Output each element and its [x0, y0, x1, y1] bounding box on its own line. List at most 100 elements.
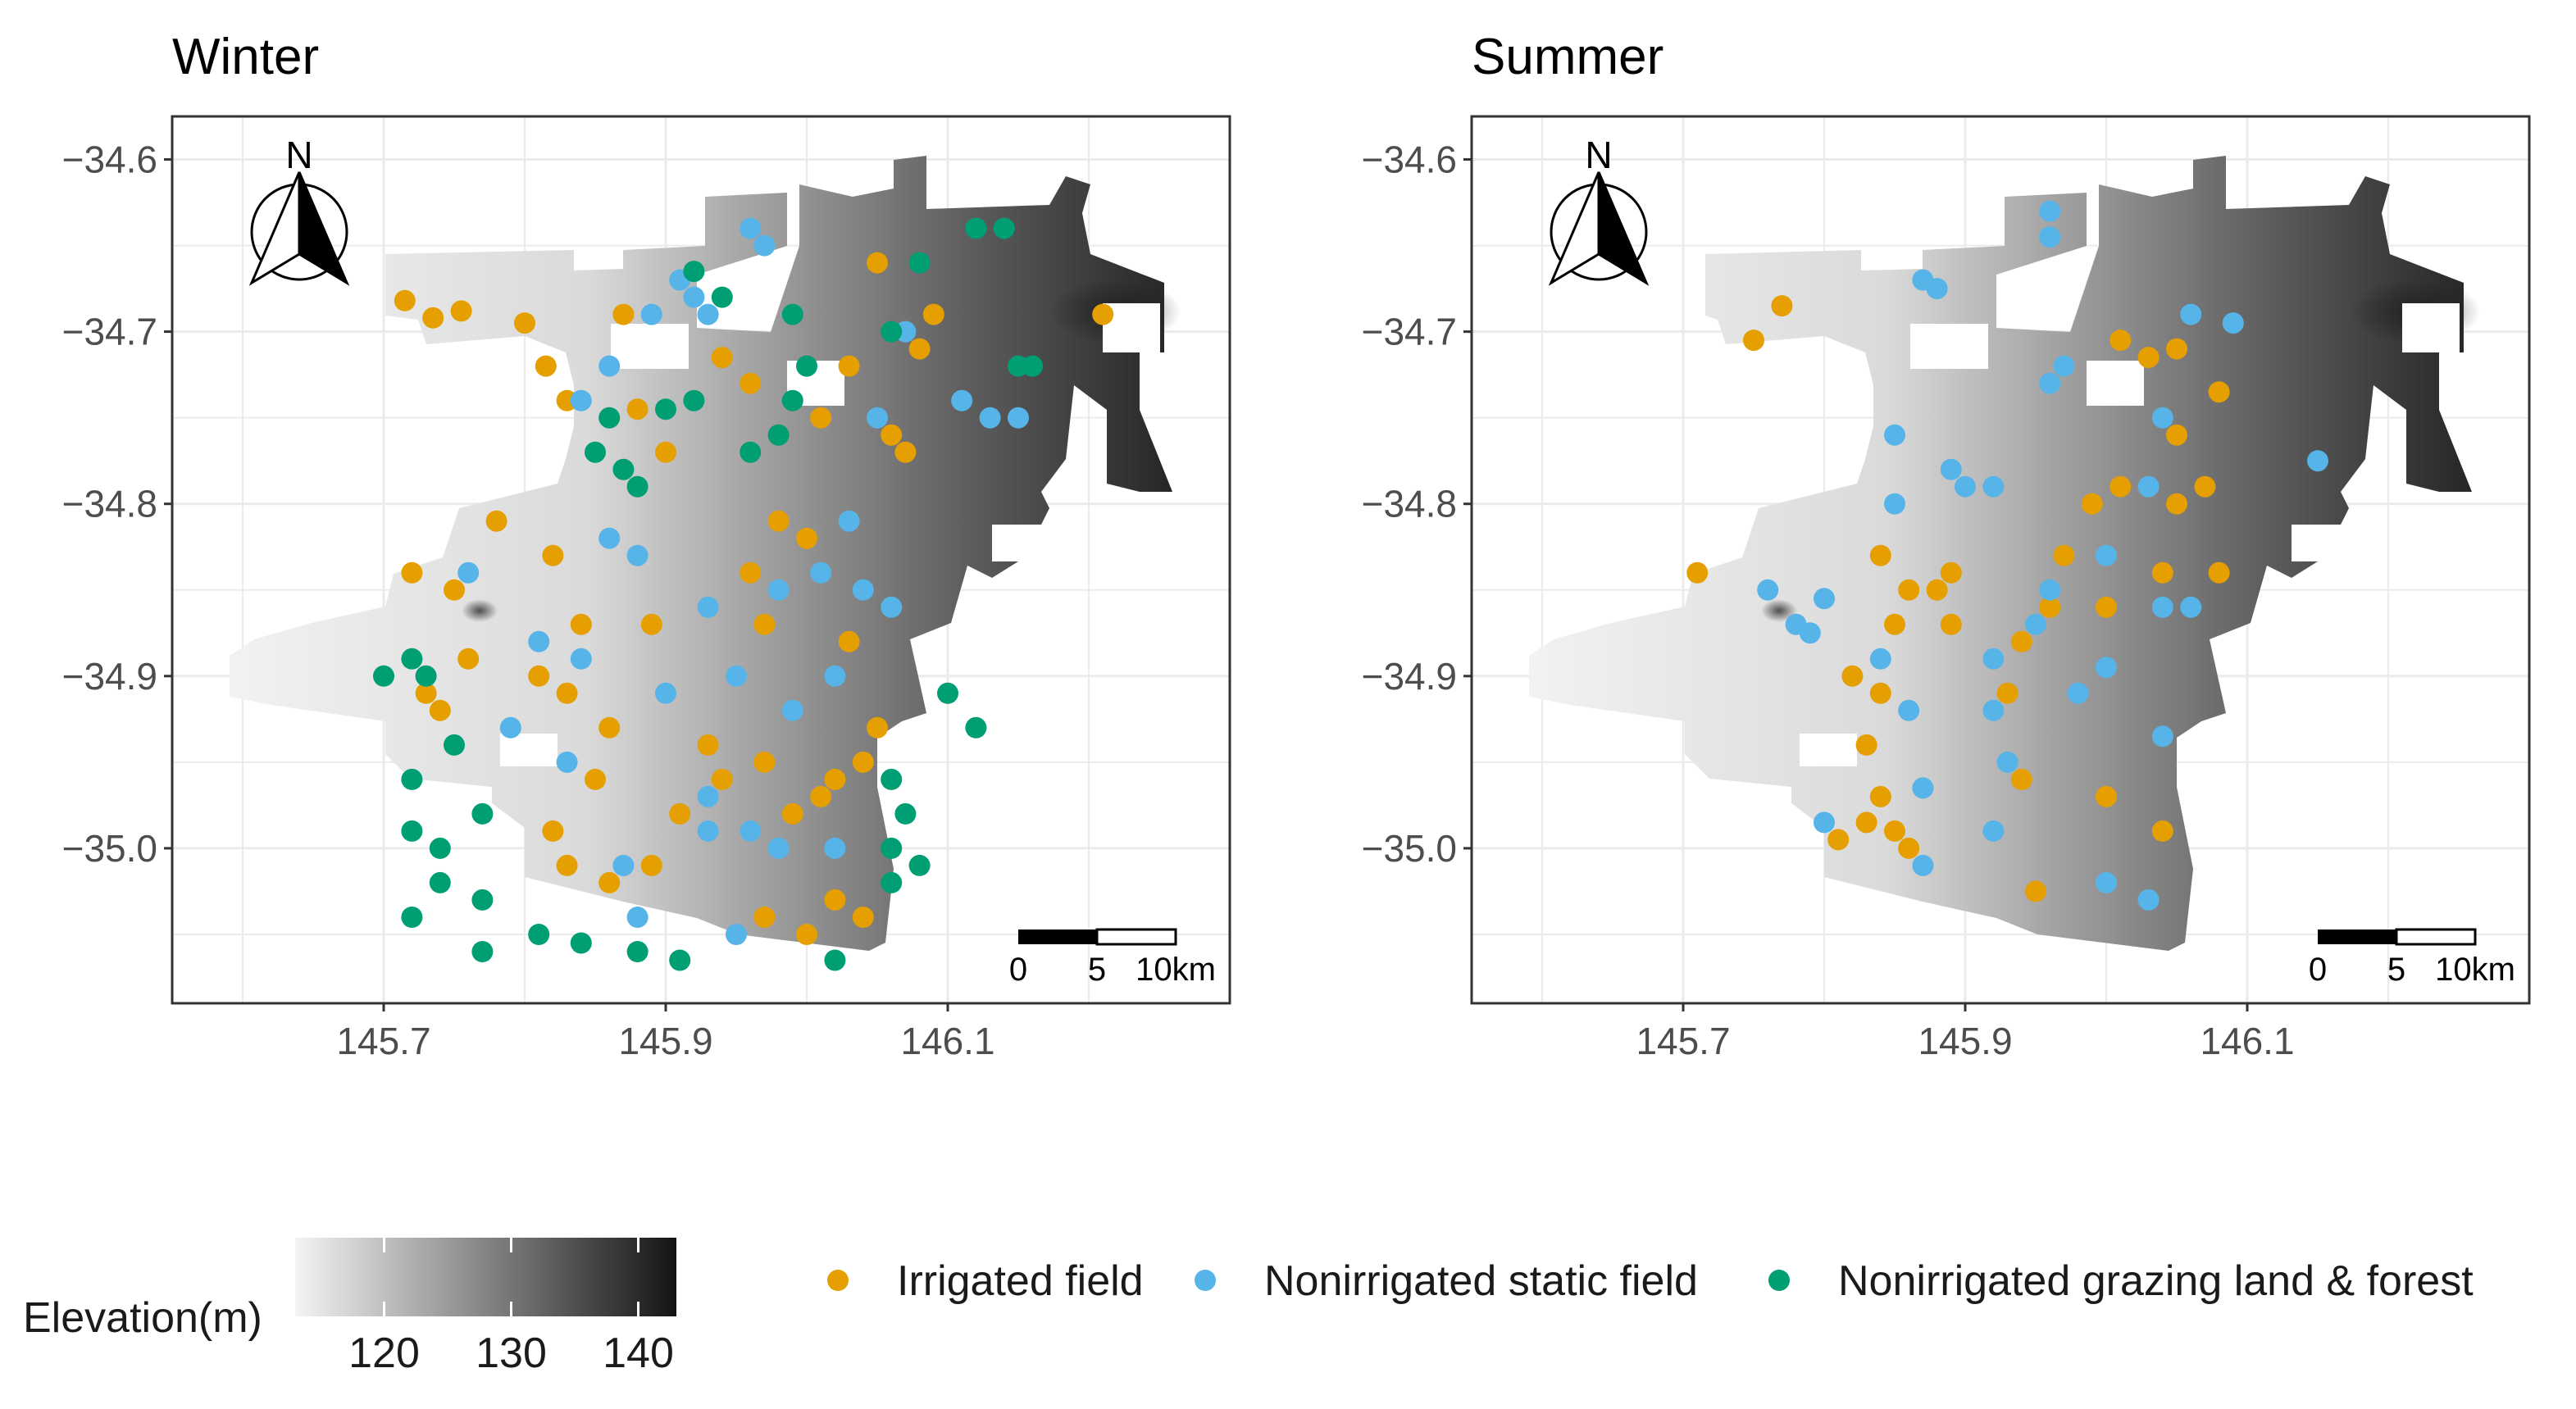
point-nonirrigated-grazing-forest — [740, 441, 762, 463]
point-nonirrigated-grazing-forest — [626, 941, 649, 962]
point-nonirrigated-static — [2137, 889, 2160, 911]
point-irrigated — [1940, 613, 1962, 635]
point-irrigated — [852, 751, 874, 773]
point-irrigated — [535, 355, 557, 377]
point-irrigated — [2151, 561, 2173, 584]
point-nonirrigated-static — [598, 527, 621, 549]
point-irrigated — [767, 510, 790, 532]
point-nonirrigated-grazing-forest — [528, 924, 550, 945]
point-irrigated — [1940, 561, 1962, 584]
point-irrigated — [450, 300, 472, 322]
map-gap — [500, 734, 558, 766]
elevation-legend: Elevation(m) 120 130 140 — [23, 1238, 676, 1377]
point-nonirrigated-static — [951, 389, 973, 411]
point-nonirrigated-grazing-forest — [471, 941, 494, 962]
elevation-legend-title: Elevation(m) — [23, 1294, 262, 1342]
north-arrow-label: N — [1585, 134, 1612, 176]
point-nonirrigated-static — [457, 561, 480, 584]
legend-item-irrigated: Irrigated field — [827, 1257, 1144, 1305]
point-irrigated — [2081, 493, 2103, 515]
point-irrigated — [1926, 579, 1948, 601]
colorbar-tick-label: 140 — [603, 1329, 674, 1377]
legend-item-nonirrigated-grazing-forest: Nonirrigated grazing land & forest — [1768, 1257, 2474, 1305]
point-nonirrigated-grazing-forest — [415, 665, 437, 687]
point-irrigated — [838, 630, 860, 652]
point-nonirrigated-grazing-forest — [471, 889, 494, 911]
point-nonirrigated-static — [2039, 372, 2061, 394]
point-nonirrigated-static — [2067, 682, 2089, 704]
point-nonirrigated-static — [1926, 278, 1948, 300]
point-irrigated — [810, 407, 832, 429]
point-nonirrigated-grazing-forest — [824, 949, 846, 971]
panel-winter: Winter N 0 5 10km — [62, 29, 1231, 1062]
point-nonirrigated-static — [726, 665, 747, 687]
point-nonirrigated-grazing-forest — [881, 871, 903, 893]
point-irrigated — [740, 372, 762, 394]
point-irrigated — [1869, 544, 1891, 566]
point-nonirrigated-grazing-forest — [669, 949, 691, 971]
point-nonirrigated-static — [1940, 458, 1962, 480]
point-nonirrigated-grazing-forest — [373, 665, 394, 687]
point-nonirrigated-grazing-forest — [767, 424, 790, 446]
legend-key — [1195, 1270, 1216, 1291]
point-irrigated — [528, 665, 550, 687]
point-nonirrigated-static — [655, 682, 676, 704]
point-nonirrigated-static — [2180, 303, 2202, 325]
scale-bar-white-segment — [2395, 928, 2477, 946]
y-tick-label: −34.7 — [1362, 311, 1457, 353]
north-arrow: N — [248, 134, 350, 286]
point-irrigated — [1855, 734, 1877, 756]
point-nonirrigated-static — [2222, 312, 2244, 334]
point-nonirrigated-static — [1757, 579, 1779, 601]
point-irrigated — [2010, 768, 2032, 790]
point-irrigated — [2096, 785, 2117, 807]
point-irrigated — [824, 889, 846, 911]
point-nonirrigated-static — [640, 303, 662, 325]
point-irrigated — [810, 785, 832, 807]
point-nonirrigated-grazing-forest — [711, 286, 733, 308]
point-irrigated — [2053, 544, 2075, 566]
point-irrigated — [640, 613, 662, 635]
point-nonirrigated-grazing-forest — [612, 458, 635, 480]
point-irrigated — [542, 544, 564, 566]
y-tick-label: −34.9 — [62, 655, 157, 698]
map-gap — [1910, 324, 1988, 369]
panel-title: Winter — [172, 29, 319, 85]
point-nonirrigated-static — [726, 924, 747, 945]
point-nonirrigated-static — [2180, 596, 2202, 618]
point-irrigated — [711, 347, 733, 369]
elevation-map — [230, 156, 1181, 951]
point-nonirrigated-static — [2096, 871, 2117, 893]
point-irrigated — [881, 424, 903, 446]
point-nonirrigated-grazing-forest — [881, 768, 903, 790]
elevation-dark-spot — [462, 599, 498, 622]
point-nonirrigated-static — [838, 510, 860, 532]
point-irrigated — [2137, 347, 2160, 369]
point-irrigated — [556, 854, 578, 876]
y-axis: −34.6 −34.7 −34.8 −34.9 −35.0 — [62, 139, 172, 870]
elevation-colorbar — [295, 1238, 676, 1316]
point-nonirrigated-static — [2039, 200, 2061, 222]
point-irrigated — [753, 751, 776, 773]
point-nonirrigated-grazing-forest — [781, 303, 803, 325]
point-irrigated — [867, 252, 888, 274]
point-irrigated — [740, 561, 762, 584]
y-tick-label: −34.9 — [1362, 655, 1457, 698]
point-irrigated — [556, 682, 578, 704]
point-irrigated — [2151, 820, 2173, 842]
point-nonirrigated-static — [1869, 648, 1891, 670]
point-nonirrigated-static — [1982, 699, 2005, 721]
point-irrigated — [2166, 424, 2187, 446]
point-nonirrigated-static — [2137, 475, 2160, 498]
point-nonirrigated-static — [1814, 811, 1835, 834]
point-irrigated — [422, 307, 444, 329]
map-gap — [1800, 734, 1857, 766]
point-nonirrigated-static — [1982, 648, 2005, 670]
point-irrigated — [894, 441, 917, 463]
north-arrow-right-half — [1597, 171, 1650, 286]
point-irrigated — [1898, 579, 1920, 601]
panel-title: Summer — [1472, 29, 1663, 85]
scale-bar: 0 5 10km — [2309, 928, 2515, 988]
y-tick-label: −34.7 — [62, 311, 157, 353]
point-nonirrigated-grazing-forest — [444, 734, 465, 756]
